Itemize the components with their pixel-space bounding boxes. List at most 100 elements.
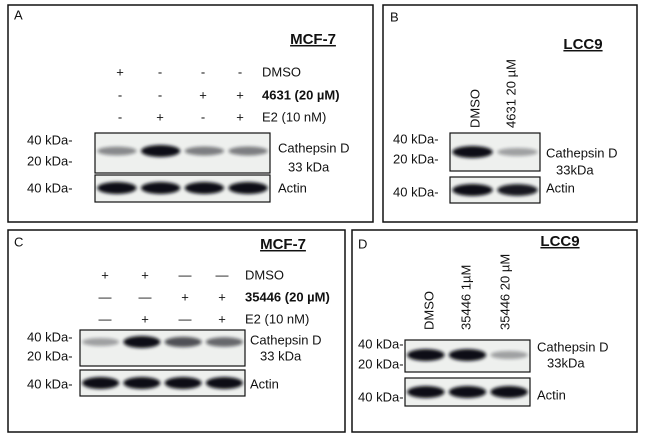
blot-label: 33kDa xyxy=(556,162,594,177)
treatment-sign: + xyxy=(218,311,226,326)
treatment-sign: — xyxy=(139,289,152,304)
blot-band xyxy=(490,386,528,398)
blot-label: Cathepsin D xyxy=(546,145,618,160)
blot-band xyxy=(140,145,181,157)
mw-marker: 40 kDa- xyxy=(27,132,73,147)
mw-marker: 40 kDa- xyxy=(27,376,73,391)
treatment-sign: — xyxy=(99,289,112,304)
blot-label: Actin xyxy=(537,387,566,402)
blot-band xyxy=(184,182,225,194)
blot-label: Actin xyxy=(546,180,575,195)
mw-marker: 40 kDa- xyxy=(27,329,73,344)
blot-label: Actin xyxy=(278,180,307,195)
treatment-sign: + xyxy=(116,64,124,79)
treatment-sign: + xyxy=(101,267,109,282)
blot-band xyxy=(82,377,120,389)
panel-border xyxy=(7,229,346,433)
blot-band xyxy=(97,146,137,156)
blot-band xyxy=(497,147,538,157)
blot-band xyxy=(82,337,120,347)
treatment-sign: - xyxy=(118,87,122,102)
mw-marker: 40 kDa- xyxy=(358,336,404,351)
cell-line-title: LCC9 xyxy=(563,36,602,53)
treatment-sign: + xyxy=(218,289,226,304)
blot-band xyxy=(228,182,268,194)
condition-label: E2 (10 nM) xyxy=(262,109,326,124)
blot-band xyxy=(97,182,137,194)
panel: D LCC9 DMSO 35446 1µM 35446 20 µM 40 kDa- 20 k… xyxy=(351,229,638,433)
blot-band xyxy=(490,350,528,360)
blot-band xyxy=(205,377,243,389)
cell-line-title: MCF-7 xyxy=(260,236,306,253)
blot-label: 33 kDa xyxy=(288,159,330,174)
blot-label: Cathepsin D xyxy=(278,140,350,155)
treatment-sign: + xyxy=(141,311,149,326)
blot-band xyxy=(452,146,493,158)
mw-marker: 20 kDa- xyxy=(393,151,439,166)
treatment-sign: - xyxy=(238,64,242,79)
condition-label: DMSO xyxy=(245,267,284,282)
treatment-sign: + xyxy=(156,109,164,124)
panel-border xyxy=(7,4,374,223)
blot-band xyxy=(448,349,487,361)
treatment-sign: — xyxy=(99,311,112,326)
mw-marker: 20 kDa- xyxy=(27,153,73,168)
treatment-sign: — xyxy=(179,267,192,282)
treatment-sign: — xyxy=(216,267,229,282)
panel-border xyxy=(382,4,638,223)
panel: A MCF-7 + - - - DMSO - - + +4631 (20 µM) - + - + E2 (10… xyxy=(7,4,374,223)
panel: B LCC9 DMSO 4631 20 µM 40 kDa- 20 kDa- Catheps… xyxy=(382,4,638,223)
treatment-sign: + xyxy=(141,267,149,282)
condition-label: 4631 (20 µM) xyxy=(262,87,340,102)
blot-label: 33kDa xyxy=(547,355,585,370)
mw-marker: 40 kDa- xyxy=(393,131,439,146)
blot-band xyxy=(452,184,493,196)
blot-band xyxy=(407,386,445,398)
blot-band xyxy=(140,182,181,194)
panel-label: B xyxy=(390,9,399,24)
treatment-sign: - xyxy=(201,64,205,79)
blot-band xyxy=(448,386,487,398)
lane-label: DMSO xyxy=(421,291,436,330)
blot-band xyxy=(228,146,268,156)
condition-label: DMSO xyxy=(262,64,301,79)
treatment-sign: — xyxy=(179,311,192,326)
blot-label: Cathepsin D xyxy=(537,339,609,354)
treatment-sign: + xyxy=(236,109,244,124)
panel-label: C xyxy=(14,234,23,249)
mw-marker: 20 kDa- xyxy=(358,356,404,371)
cell-line-title: MCF-7 xyxy=(290,31,336,48)
treatment-sign: - xyxy=(158,64,162,79)
condition-label: 35446 (20 µM) xyxy=(245,289,330,304)
blot-band xyxy=(123,377,161,389)
blot-band xyxy=(407,349,445,361)
blot-band xyxy=(184,146,225,156)
blot-band xyxy=(497,184,538,196)
mw-marker: 40 kDa- xyxy=(27,180,73,195)
cell-line-title: LCC9 xyxy=(540,233,579,250)
blot-band xyxy=(164,377,202,389)
panel-label: D xyxy=(358,236,367,251)
panel-border xyxy=(351,229,638,433)
treatment-sign: + xyxy=(199,87,207,102)
treatment-sign: + xyxy=(181,289,189,304)
condition-label: E2 (10 nM) xyxy=(245,311,309,326)
mw-marker: 40 kDa- xyxy=(393,184,439,199)
blot-label: 33 kDa xyxy=(260,348,302,363)
lane-label: DMSO xyxy=(467,89,482,128)
mw-marker: 20 kDa- xyxy=(27,348,73,363)
blot-band xyxy=(205,337,243,347)
treatment-sign: - xyxy=(201,109,205,124)
panel-label: A xyxy=(14,7,23,22)
lane-label: 35446 1µM xyxy=(458,265,473,330)
lane-label: 4631 20 µM xyxy=(503,59,518,128)
blot-membrane xyxy=(79,329,246,367)
blot-label: Cathepsin D xyxy=(250,332,322,347)
treatment-sign: - xyxy=(158,87,162,102)
treatment-sign: - xyxy=(118,109,122,124)
blot-band xyxy=(123,336,161,348)
mw-marker: 40 kDa- xyxy=(358,389,404,404)
panel: C MCF-7 + + — — DMSO — — + +35446 (20 µM) — + — + E2 (1… xyxy=(7,229,346,433)
lane-label: 35446 20 µM xyxy=(497,254,512,330)
